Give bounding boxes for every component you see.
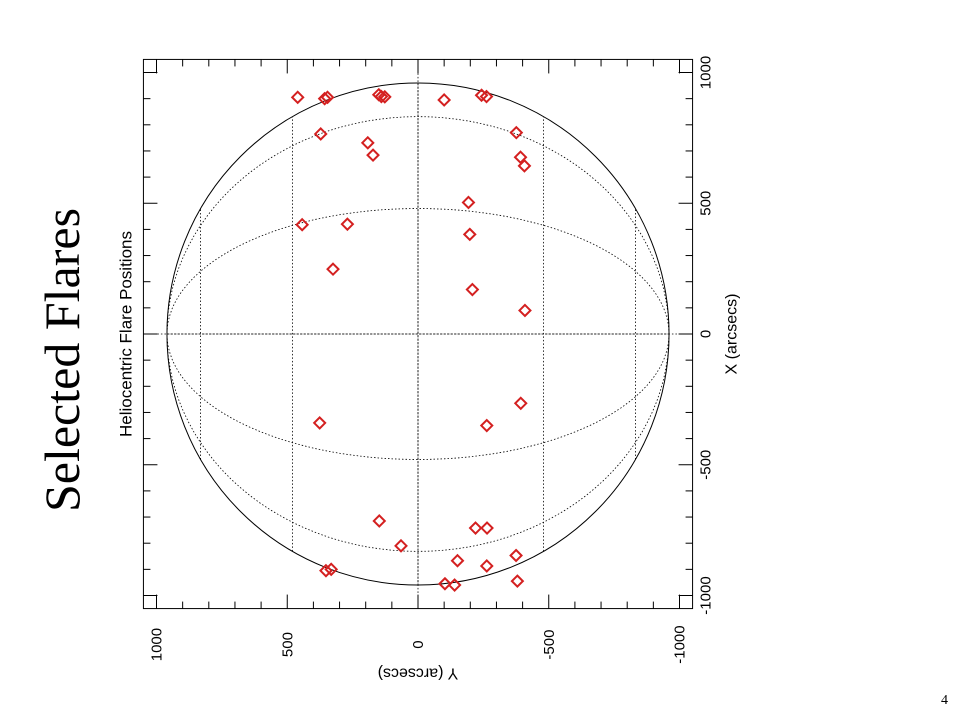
x-axis-label: X (arcsecs)	[724, 294, 741, 375]
flare-marker	[479, 559, 494, 573]
flare-marker	[437, 93, 452, 107]
flare-marker	[468, 521, 483, 535]
flare-marker	[461, 195, 476, 210]
axis-ticks	[143, 59, 693, 609]
flare-marker	[447, 578, 462, 592]
flare-marker	[465, 282, 480, 297]
flare-marker	[320, 90, 335, 105]
y-tick-label: 500	[279, 632, 296, 657]
flare-marker	[312, 415, 327, 430]
y-axis-label: Y (arcsecs)	[378, 665, 459, 682]
flare-marker	[509, 548, 523, 563]
x-tick-label: 500	[698, 191, 715, 216]
y-tick-label: 0	[410, 640, 427, 648]
flare-marker	[360, 135, 375, 150]
flare-marker	[374, 89, 389, 104]
flare-marker	[509, 125, 524, 140]
flare-marker	[479, 418, 494, 433]
x-tick-label: 1000	[698, 56, 715, 89]
flare-marker	[513, 150, 528, 165]
flare-marker	[319, 563, 333, 578]
plot-title: Heliocentric Flare Positions	[116, 231, 135, 437]
flare-marker	[394, 538, 408, 553]
flare-marker	[366, 148, 380, 163]
flare-marker	[317, 91, 332, 106]
flare-marker	[518, 303, 532, 318]
flare-markers	[290, 87, 532, 592]
x-tick-label: 0	[698, 330, 715, 338]
flare-marker	[313, 127, 328, 141]
flare-marker	[290, 90, 305, 105]
y-tick-label: -500	[541, 630, 558, 660]
x-tick-label: -1000	[698, 576, 715, 614]
flare-marker	[372, 514, 387, 528]
flare-marker	[377, 89, 392, 104]
flare-marker	[513, 396, 528, 411]
flare-marker	[450, 553, 465, 568]
flare-marker	[480, 521, 494, 535]
flare-marker	[479, 89, 494, 104]
flare-marker	[462, 227, 477, 242]
flare-marker	[510, 574, 525, 589]
page-number: 4	[941, 693, 948, 708]
axis-tick-labels: -1000 -500 0 500 1000 1000 500 0 -500 -1000	[149, 56, 715, 664]
x-tick-label: -500	[698, 450, 715, 480]
flare-marker	[326, 262, 340, 277]
flare-marker	[340, 217, 355, 232]
flare-marker	[517, 158, 532, 173]
grid-meridian	[166, 333, 670, 552]
flare-marker	[438, 576, 452, 591]
y-tick-label: 1000	[149, 628, 166, 661]
flare-marker	[295, 217, 310, 232]
y-tick-label: -1000	[672, 625, 689, 663]
